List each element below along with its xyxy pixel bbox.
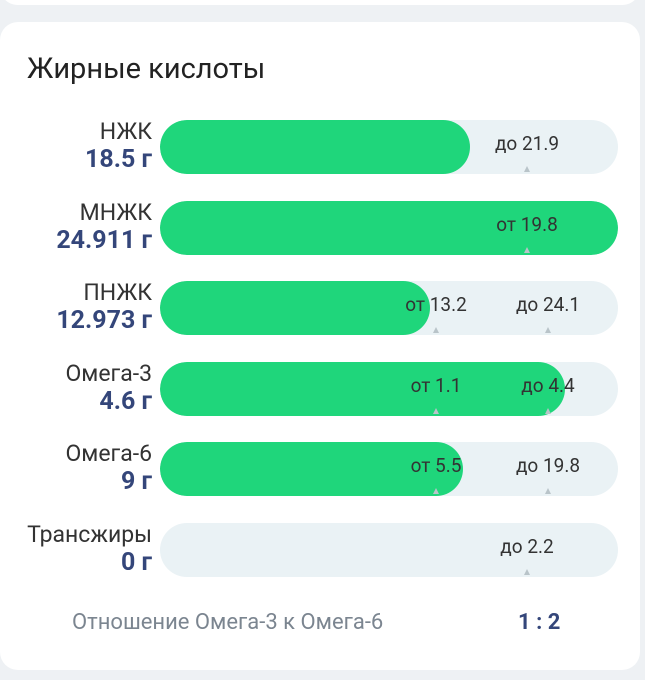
card (0, 0, 640, 5)
limit-label: до 4.4 (521, 373, 575, 397)
limit-marker (545, 407, 551, 414)
nutrient-name: НЖК (2, 118, 152, 145)
limit-label: до 19.8 (515, 454, 581, 477)
bar-track (160, 120, 618, 174)
bar-track (160, 281, 618, 335)
bar-fill (160, 361, 566, 416)
limit-marker (545, 327, 551, 333)
ratio-label: Отношение Омега-3 к Омега-6 (72, 610, 384, 635)
limit-marker (524, 568, 530, 575)
limit-marker (524, 246, 530, 253)
limit-marker (433, 407, 439, 414)
nutrient-amount: 24.911 г (56, 225, 152, 255)
limit-label: от 13.2 (405, 293, 467, 316)
nutrient-name-text: НЖК (99, 118, 152, 145)
limit-label: от 5.5 (410, 454, 462, 477)
limit-marker (433, 488, 439, 494)
bar-fill (160, 120, 471, 174)
nutrient-name-text: ПНЖК (83, 279, 152, 306)
nutrient-amount: 4.6 г (99, 386, 152, 416)
bar-fill (160, 200, 618, 255)
nutrient-name-text: Омега-6 (65, 440, 152, 467)
section-title: Жирные кислоты (27, 52, 266, 86)
bar-fill (160, 442, 464, 496)
limit-label: от 19.8 (496, 212, 558, 236)
bar-track (160, 361, 618, 416)
limit-marker (433, 327, 439, 333)
ratio-value: 1 : 2 (518, 610, 561, 635)
limit-label: до 21.9 (494, 132, 560, 155)
nutrient-name-text: Трансжиры (27, 520, 152, 548)
limit-marker (524, 166, 530, 172)
limit-label: до 24.1 (515, 293, 581, 316)
nutrient-amount: 0 г (120, 547, 152, 577)
bar-track (160, 522, 618, 577)
limit-label: до 2.2 (500, 534, 554, 558)
bar-fill (160, 281, 431, 335)
bar-track (160, 200, 618, 255)
nutrient-amount: 12.973 г (56, 306, 152, 335)
nutrient-name: МНЖК (2, 199, 152, 226)
limit-label: от 1.1 (410, 373, 462, 397)
nutrient-amount: 18.5 г (85, 145, 152, 174)
limit-marker (545, 488, 551, 494)
nutrient-name-text: МНЖК (79, 198, 152, 226)
nutrient-amount: 9 г (120, 467, 152, 496)
nutrient-name: Омега-3 (2, 360, 152, 387)
nutrient-name-text: Омега-3 (65, 359, 152, 387)
nutrient-name: Омега-6 (2, 440, 152, 467)
bar-track (160, 442, 618, 496)
nutrient-name: Трансжиры (2, 521, 152, 548)
nutrient-name: ПНЖК (2, 279, 152, 306)
